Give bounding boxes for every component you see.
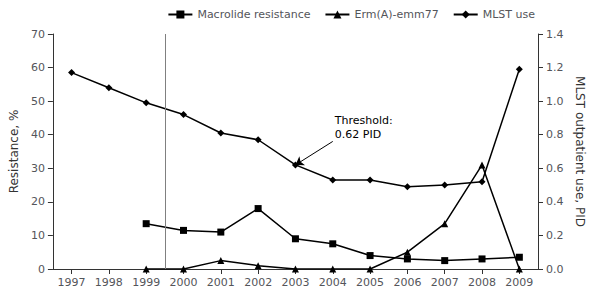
svg-text:1.4: 1.4 xyxy=(546,28,564,41)
svg-text:2002: 2002 xyxy=(244,276,272,289)
svg-text:30: 30 xyxy=(31,162,45,175)
svg-text:0.62 PID: 0.62 PID xyxy=(335,128,381,141)
svg-text:Macrolide resistance: Macrolide resistance xyxy=(197,8,310,21)
svg-text:70: 70 xyxy=(31,28,45,41)
svg-text:2007: 2007 xyxy=(431,276,459,289)
svg-text:10: 10 xyxy=(31,229,45,242)
svg-text:2001: 2001 xyxy=(207,276,235,289)
svg-text:0.6: 0.6 xyxy=(546,162,564,175)
svg-text:1.2: 1.2 xyxy=(546,61,564,74)
svg-text:2000: 2000 xyxy=(170,276,198,289)
svg-text:0.4: 0.4 xyxy=(546,195,564,208)
svg-text:0.2: 0.2 xyxy=(546,229,564,242)
svg-text:1997: 1997 xyxy=(58,276,86,289)
svg-text:50: 50 xyxy=(31,95,45,108)
svg-text:20: 20 xyxy=(31,195,45,208)
svg-text:0.0: 0.0 xyxy=(546,263,564,276)
svg-text:2006: 2006 xyxy=(393,276,421,289)
svg-text:1.0: 1.0 xyxy=(546,95,564,108)
svg-text:2003: 2003 xyxy=(281,276,309,289)
svg-text:2008: 2008 xyxy=(468,276,496,289)
svg-text:Threshold:: Threshold: xyxy=(334,114,393,127)
svg-text:40: 40 xyxy=(31,128,45,141)
svg-text:2005: 2005 xyxy=(356,276,384,289)
svg-text:Erm(A)-emm77: Erm(A)-emm77 xyxy=(354,8,438,21)
svg-text:1998: 1998 xyxy=(95,276,123,289)
svg-text:2009: 2009 xyxy=(505,276,533,289)
svg-text:Resistance, %: Resistance, % xyxy=(7,110,21,194)
svg-text:0: 0 xyxy=(38,263,45,276)
svg-text:MLST use: MLST use xyxy=(483,8,536,21)
svg-text:1999: 1999 xyxy=(132,276,160,289)
svg-text:2004: 2004 xyxy=(319,276,347,289)
svg-text:0.8: 0.8 xyxy=(546,128,564,141)
svg-text:MLST outpatient use, PID: MLST outpatient use, PID xyxy=(573,76,587,227)
svg-text:60: 60 xyxy=(31,61,45,74)
